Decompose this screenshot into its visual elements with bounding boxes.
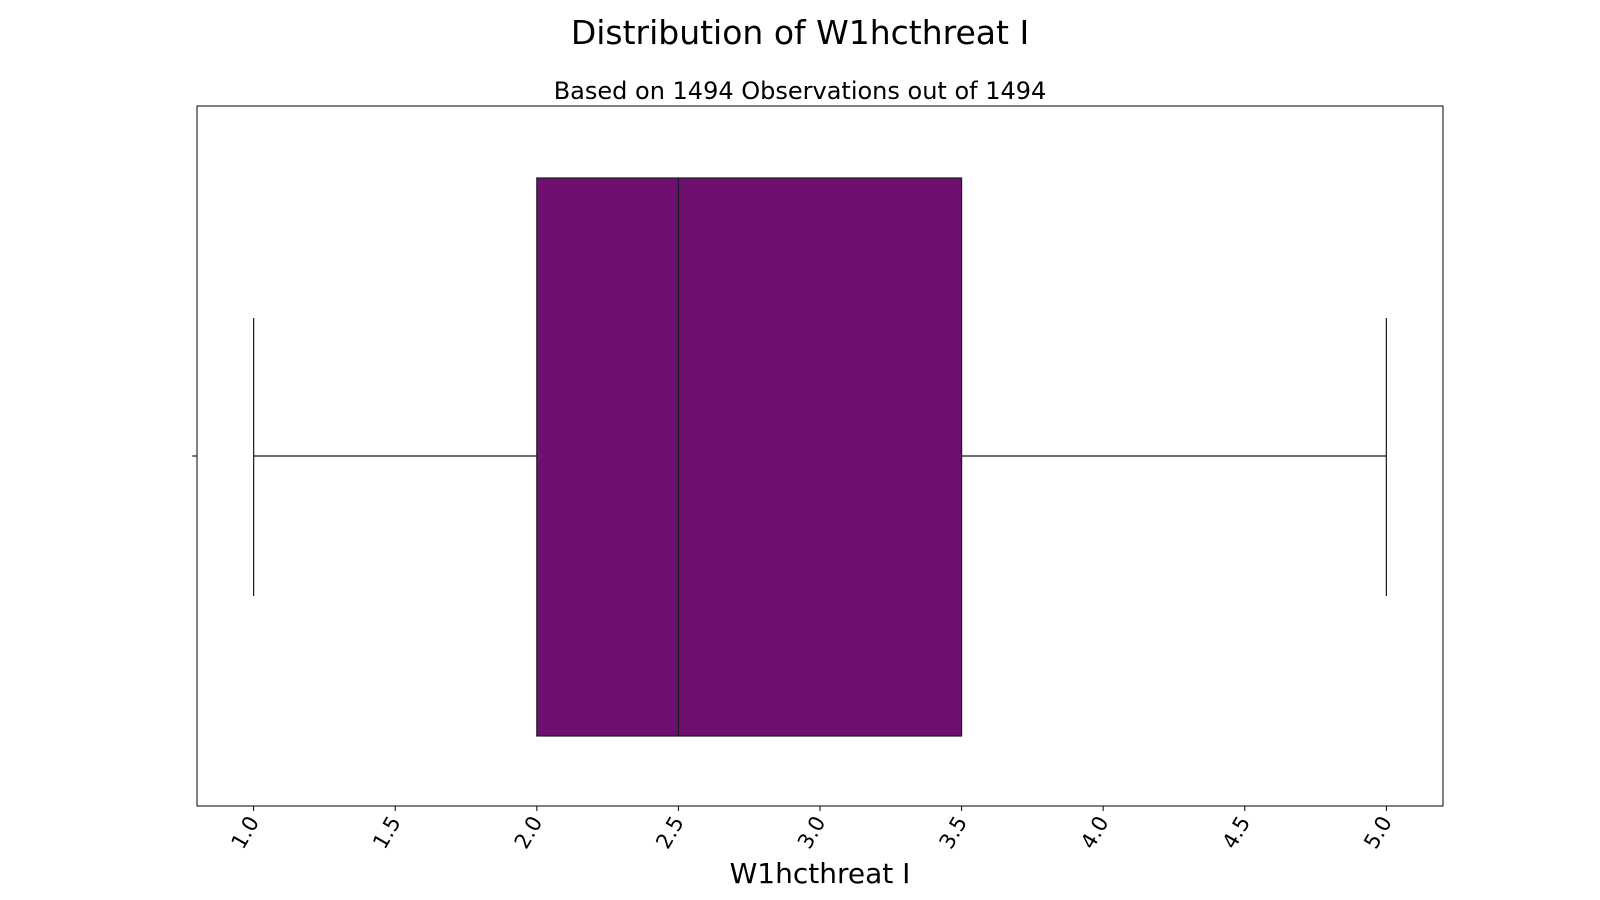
x-tick-label: 2.0: [510, 812, 547, 853]
x-tick-label: 1.0: [227, 812, 264, 853]
x-axis-ticks: 1.0 1.5 2.0 2.5 3.0 3.5 4.0 4.5 5.0: [227, 806, 1397, 853]
x-tick-label: 3.5: [934, 812, 971, 853]
iqr-box: [536, 177, 963, 737]
x-tick-label: 4.5: [1218, 812, 1255, 853]
x-tick-label: 2.5: [651, 812, 688, 853]
x-tick-label: 4.0: [1076, 812, 1113, 853]
chart-subtitle: Based on 1494 Observations out of 1494: [554, 77, 1047, 105]
x-tick-label: 5.0: [1359, 812, 1396, 853]
x-tick-label: 3.0: [793, 812, 830, 853]
x-axis-label: W1hcthreat I: [730, 857, 911, 890]
boxplot: [253, 177, 1387, 737]
chart-title: Distribution of W1hcthreat I: [571, 13, 1029, 52]
x-tick-label: 1.5: [368, 812, 405, 853]
